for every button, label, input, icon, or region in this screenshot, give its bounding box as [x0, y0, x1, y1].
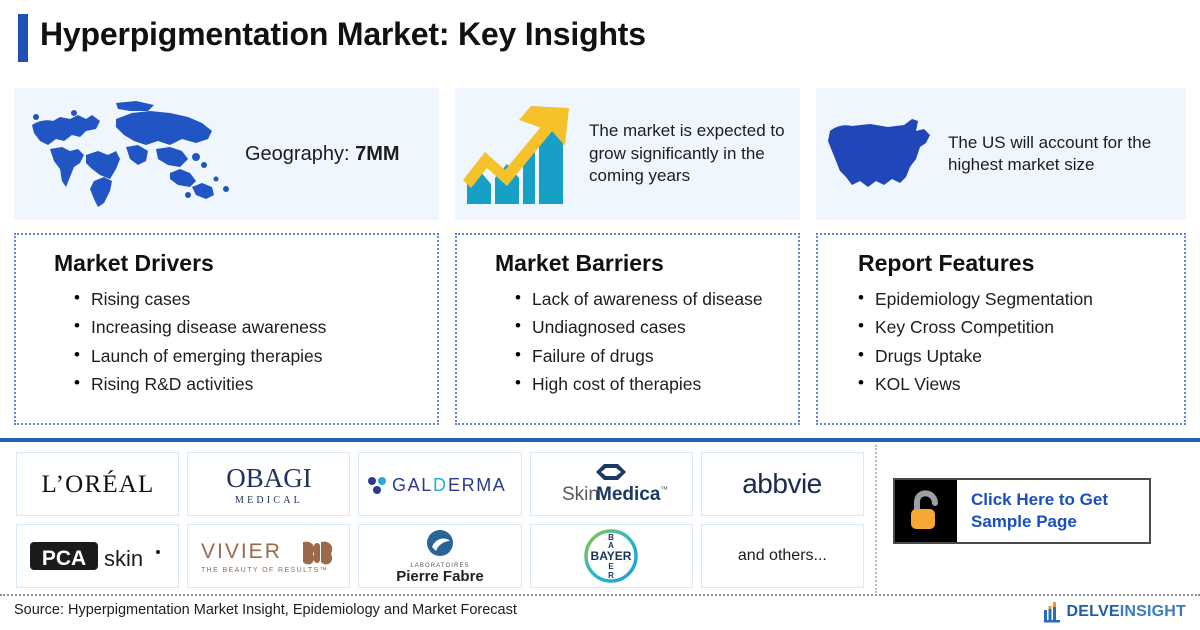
list-item: Lack of awareness of disease	[515, 284, 798, 313]
svg-text:R: R	[608, 571, 614, 580]
delveinsight-logo: DELVEINSIGHT	[1042, 600, 1186, 624]
market-drivers-list: Rising cases Increasing disease awarenes…	[16, 281, 437, 398]
us-market-text: The US will account for the highest mark…	[948, 132, 1152, 174]
geography-prefix: Geography:	[245, 142, 356, 165]
svg-text:GAL: GAL	[392, 475, 433, 495]
abbvie-logo: abbvie	[700, 452, 864, 516]
svg-text:™: ™	[660, 485, 668, 494]
list-item: Undiagnosed cases	[515, 312, 798, 341]
list-item: Rising R&D activities	[74, 369, 437, 398]
market-growth-panel: The market is expected to grow significa…	[455, 88, 800, 220]
svg-text:ERMA: ERMA	[448, 475, 506, 495]
list-item: High cost of therapies	[515, 369, 798, 398]
pca-skin-logo: PCA skin	[16, 524, 180, 588]
list-item: Key Cross Competition	[858, 312, 1184, 341]
vertical-separator	[875, 445, 877, 593]
list-item: Failure of drugs	[515, 341, 798, 370]
get-sample-page-button[interactable]: Click Here to Get Sample Page	[893, 478, 1151, 544]
market-barriers-box: Market Barriers Lack of awareness of dis…	[455, 233, 800, 425]
growth-chart-icon	[461, 102, 579, 206]
us-market-panel: The US will account for the highest mark…	[816, 88, 1186, 220]
vivier-logo: VIVIER THE BEAUTY OF RESULTS™	[187, 524, 351, 588]
svg-text:A: A	[608, 541, 614, 550]
svg-text:MEDICAL: MEDICAL	[235, 495, 303, 506]
market-barriers-list: Lack of awareness of disease Undiagnosed…	[457, 281, 798, 398]
loreal-logo: L’ORÉAL	[16, 452, 180, 516]
insight-box-row: Market Drivers Rising cases Increasing d…	[14, 233, 1186, 425]
market-barriers-title: Market Barriers	[495, 250, 664, 276]
open-padlock-icon	[895, 480, 957, 542]
brand-tail: INSIGHT	[1119, 603, 1186, 620]
and-others-label: and others...	[737, 547, 827, 564]
delveinsight-wordmark: DELVEINSIGHT	[1067, 603, 1186, 621]
svg-text:B: B	[608, 533, 614, 542]
list-item: Launch of emerging therapies	[74, 341, 437, 370]
and-others-cell: and others...	[700, 524, 864, 588]
skinmedica-logo: Skin Medica ™	[529, 452, 693, 516]
svg-text:LABORATOIRES: LABORATOIRES	[410, 563, 469, 569]
market-growth-text: The market is expected to grow significa…	[589, 121, 785, 186]
svg-text:THE BEAUTY OF RESULTS™: THE BEAUTY OF RESULTS™	[201, 567, 328, 574]
company-logo-grid: L’ORÉAL OBAGI MEDICAL GAL D ERMA	[16, 452, 864, 588]
report-features-box: Report Features Epidemiology Segmentatio…	[816, 233, 1186, 425]
geography-text: Geography: 7MM	[235, 141, 400, 167]
svg-text:skin: skin	[104, 546, 143, 571]
svg-text:D: D	[433, 475, 448, 495]
us-map-icon	[826, 115, 938, 193]
report-features-list: Epidemiology Segmentation Key Cross Comp…	[818, 281, 1184, 398]
brand-d: D	[1066, 603, 1079, 620]
delveinsight-mark-icon	[1043, 602, 1060, 623]
svg-text:Skin: Skin	[562, 484, 599, 505]
title-accent-bar	[18, 14, 28, 62]
footer-separator	[0, 594, 1200, 596]
page-title: Hyperpigmentation Market: Key Insights	[40, 16, 646, 52]
geography-value: 7MM	[355, 142, 400, 165]
top-panel-row: Geography: 7MM The mar	[14, 88, 1186, 220]
world-map-icon	[20, 95, 235, 213]
galderma-logo: GAL D ERMA	[358, 452, 522, 516]
svg-text:Pierre Fabre: Pierre Fabre	[396, 568, 484, 585]
list-item: KOL Views	[858, 369, 1184, 398]
list-item: Rising cases	[74, 284, 437, 313]
get-sample-page-label: Click Here to Get Sample Page	[971, 489, 1108, 531]
brand-main: ELVE	[1078, 603, 1120, 620]
market-drivers-box: Market Drivers Rising cases Increasing d…	[14, 233, 439, 425]
list-item: Epidemiology Segmentation	[858, 284, 1184, 313]
source-text: Source: Hyperpigmentation Market Insight…	[14, 602, 517, 618]
pierre-fabre-logo: LABORATOIRES Pierre Fabre	[358, 524, 522, 588]
market-drivers-title: Market Drivers	[54, 250, 214, 276]
bayer-logo: BAYER B A E R	[529, 524, 693, 588]
report-features-title: Report Features	[858, 250, 1035, 276]
geography-panel: Geography: 7MM	[14, 88, 439, 220]
svg-text:OBAGI: OBAGI	[226, 463, 312, 493]
svg-text:VIVIER: VIVIER	[201, 540, 282, 563]
svg-text:Medica: Medica	[596, 484, 661, 505]
section-divider	[0, 438, 1200, 442]
svg-text:abbvie: abbvie	[743, 468, 823, 499]
svg-text:E: E	[609, 562, 615, 571]
svg-text:L’ORÉAL: L’ORÉAL	[41, 470, 154, 498]
svg-text:PCA: PCA	[41, 547, 85, 570]
list-item: Increasing disease awareness	[74, 312, 437, 341]
svg-text:BAYER: BAYER	[591, 549, 632, 563]
list-item: Drugs Uptake	[858, 341, 1184, 370]
header: Hyperpigmentation Market: Key Insights	[0, 0, 1200, 78]
obagi-logo: OBAGI MEDICAL	[187, 452, 351, 516]
